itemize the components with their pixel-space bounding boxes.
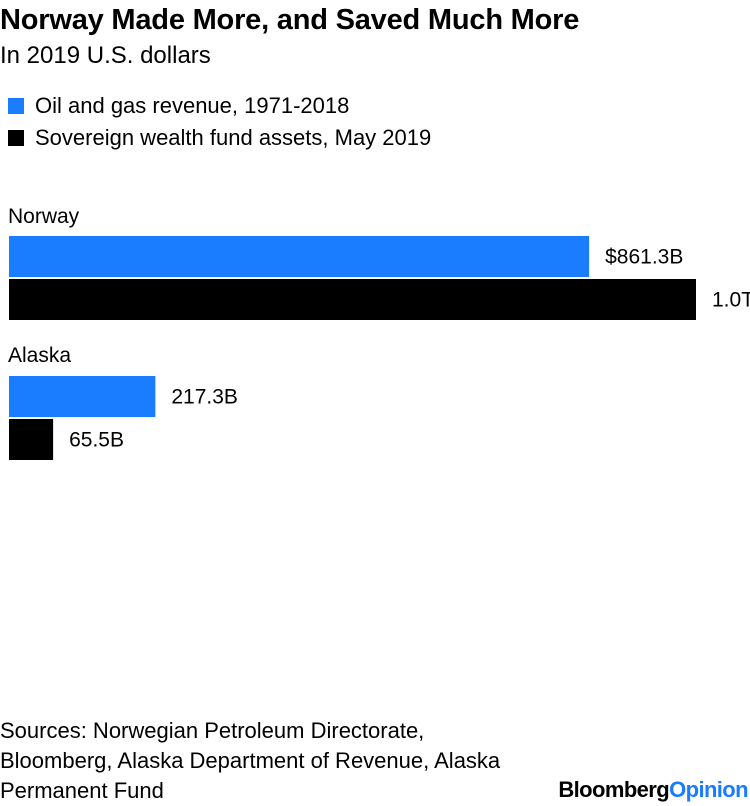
bloomberg-opinion-logo: BloombergOpinion: [558, 777, 748, 803]
legend-item-fund: Sovereign wealth fund assets, May 2019: [8, 122, 431, 154]
bar-alaska-fund: [9, 419, 54, 460]
legend: Oil and gas revenue, 1971-2018 Sovereign…: [8, 90, 431, 154]
chart-subtitle: In 2019 U.S. dollars: [0, 42, 211, 69]
bar-norway-revenue: [9, 236, 590, 277]
legend-swatch-revenue: [8, 98, 24, 114]
chart-title: Norway Made More, and Saved Much More: [0, 4, 580, 36]
legend-item-revenue: Oil and gas revenue, 1971-2018: [8, 90, 431, 122]
category-label-alaska: Alaska: [8, 344, 71, 367]
category-label-norway: Norway: [8, 205, 80, 228]
data-label-norway-revenue: $861.3B: [605, 246, 683, 269]
bar-norway-fund: [9, 279, 696, 320]
brand-part-bloomberg: Bloomberg: [558, 777, 670, 802]
data-label-alaska-fund: 65.5B: [69, 429, 124, 452]
data-label-norway-fund: 1.0T: [712, 289, 750, 312]
legend-label-revenue: Oil and gas revenue, 1971-2018: [35, 93, 350, 118]
legend-swatch-fund: [8, 130, 24, 146]
brand-part-opinion: Opinion: [669, 777, 749, 802]
source-note: Sources: Norwegian Petroleum Directorate…: [0, 718, 501, 803]
data-label-alaska-revenue: 217.3B: [171, 386, 238, 409]
legend-label-fund: Sovereign wealth fund assets, May 2019: [35, 125, 432, 150]
bar-alaska-revenue: [9, 376, 156, 417]
bar-chart: Norway $861.3B 1.0T Alaska 217.3B 65.5B: [8, 205, 750, 460]
